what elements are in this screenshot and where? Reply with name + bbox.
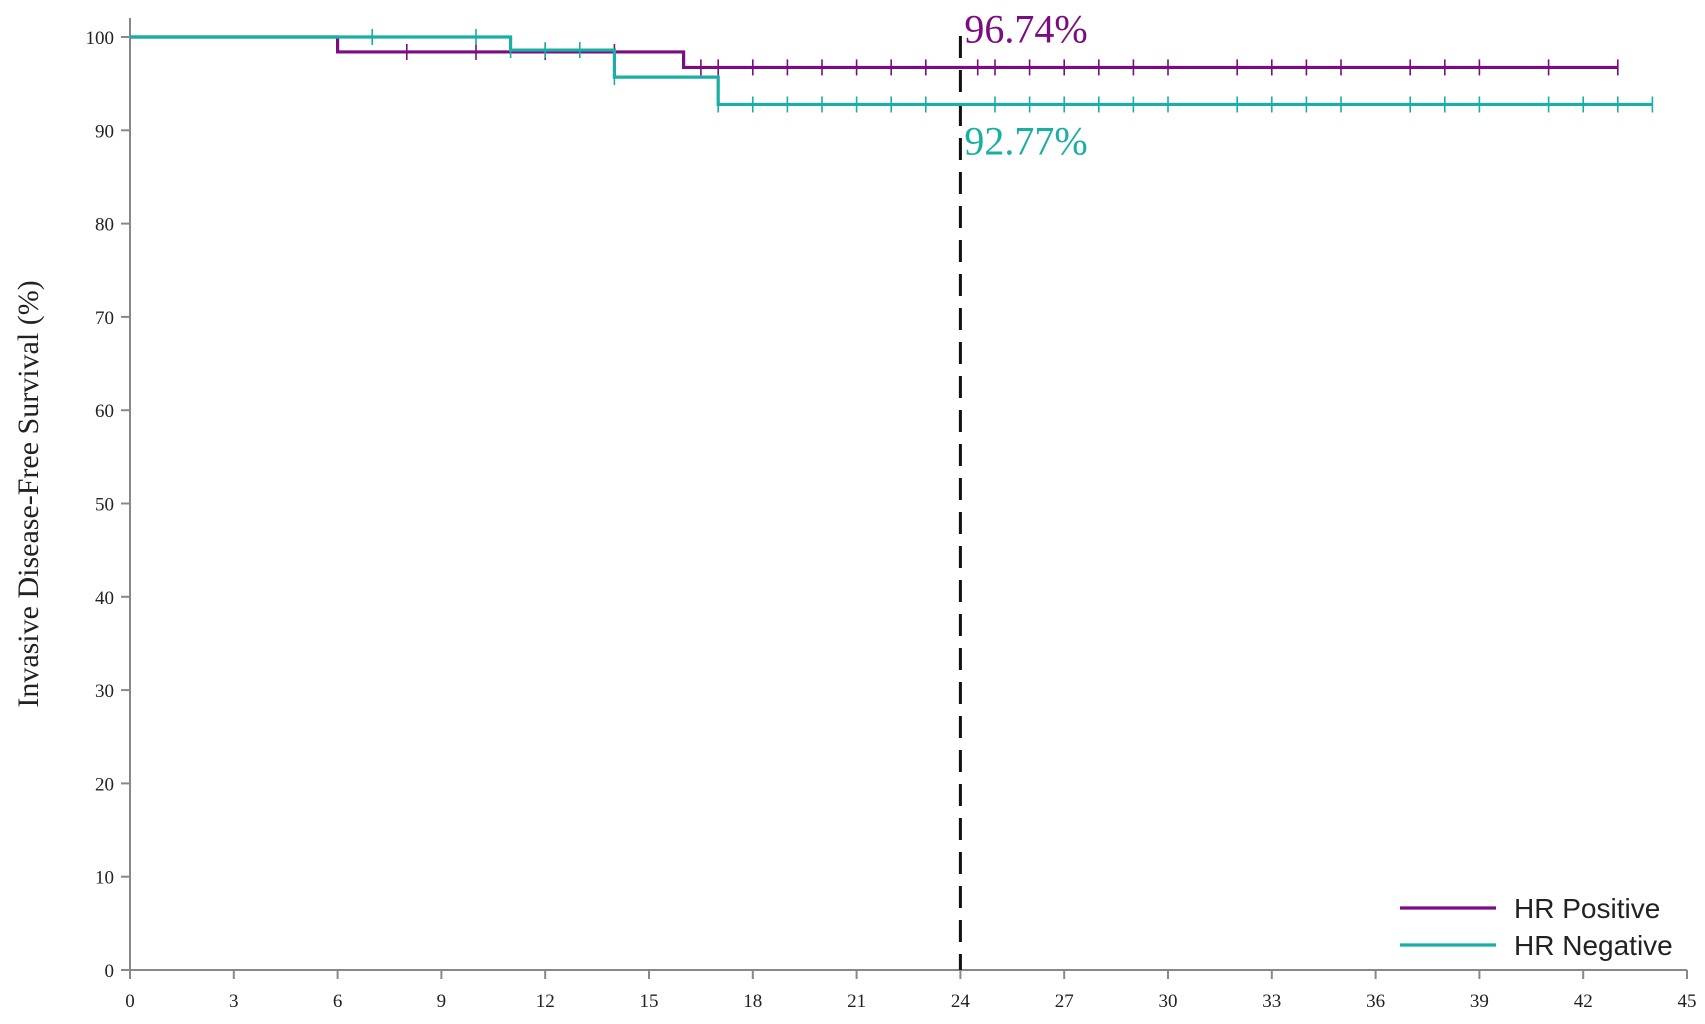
y-axis-title: Invasive Disease-Free Survival (%) bbox=[12, 280, 45, 707]
legend-label: HR Negative bbox=[1514, 930, 1673, 961]
x-tick-label: 42 bbox=[1574, 991, 1593, 1012]
y-tick-label: 60 bbox=[95, 401, 114, 422]
x-tick-label: 36 bbox=[1366, 991, 1385, 1012]
x-tick-label: 24 bbox=[951, 991, 971, 1012]
x-tick-label: 3 bbox=[229, 991, 239, 1012]
x-tick-label: 18 bbox=[743, 991, 762, 1012]
x-tick-label: 15 bbox=[640, 991, 659, 1012]
annotation-label: 92.77% bbox=[964, 118, 1087, 163]
legend-label: HR Positive bbox=[1514, 893, 1660, 924]
x-tick-label: 6 bbox=[333, 991, 343, 1012]
legend: HR Positive HR Negative bbox=[1400, 893, 1673, 961]
x-tick-label: 45 bbox=[1678, 991, 1697, 1012]
series-group bbox=[130, 29, 1654, 113]
x-tick-label: 39 bbox=[1470, 991, 1489, 1012]
x-tick-label: 21 bbox=[847, 991, 866, 1012]
y-tick-label: 20 bbox=[95, 774, 114, 795]
y-tick-label: 40 bbox=[95, 588, 114, 609]
x-tick-label: 12 bbox=[536, 991, 555, 1012]
x-tick-label: 0 bbox=[125, 991, 135, 1012]
y-tick-label: 100 bbox=[86, 28, 115, 49]
x-tick-label: 33 bbox=[1262, 991, 1281, 1012]
y-tick-label: 0 bbox=[105, 961, 115, 982]
y-tick-label: 80 bbox=[95, 215, 114, 236]
x-tick-label: 9 bbox=[437, 991, 447, 1012]
y-tick-label: 90 bbox=[95, 121, 114, 142]
y-tick-label: 10 bbox=[95, 868, 114, 889]
x-tick-label: 30 bbox=[1159, 991, 1178, 1012]
series-hr-negative bbox=[130, 29, 1654, 113]
x-tick-label: 27 bbox=[1055, 991, 1074, 1012]
annotation-label: 96.74% bbox=[964, 6, 1087, 51]
y-tick-label: 50 bbox=[95, 495, 114, 516]
y-tick-label: 30 bbox=[95, 681, 114, 702]
survival-curve bbox=[130, 35, 1618, 70]
annotations-group: 96.74% 92.77% bbox=[964, 6, 1087, 163]
y-tick-label: 70 bbox=[95, 308, 114, 329]
series-hr-positive bbox=[130, 35, 1619, 76]
